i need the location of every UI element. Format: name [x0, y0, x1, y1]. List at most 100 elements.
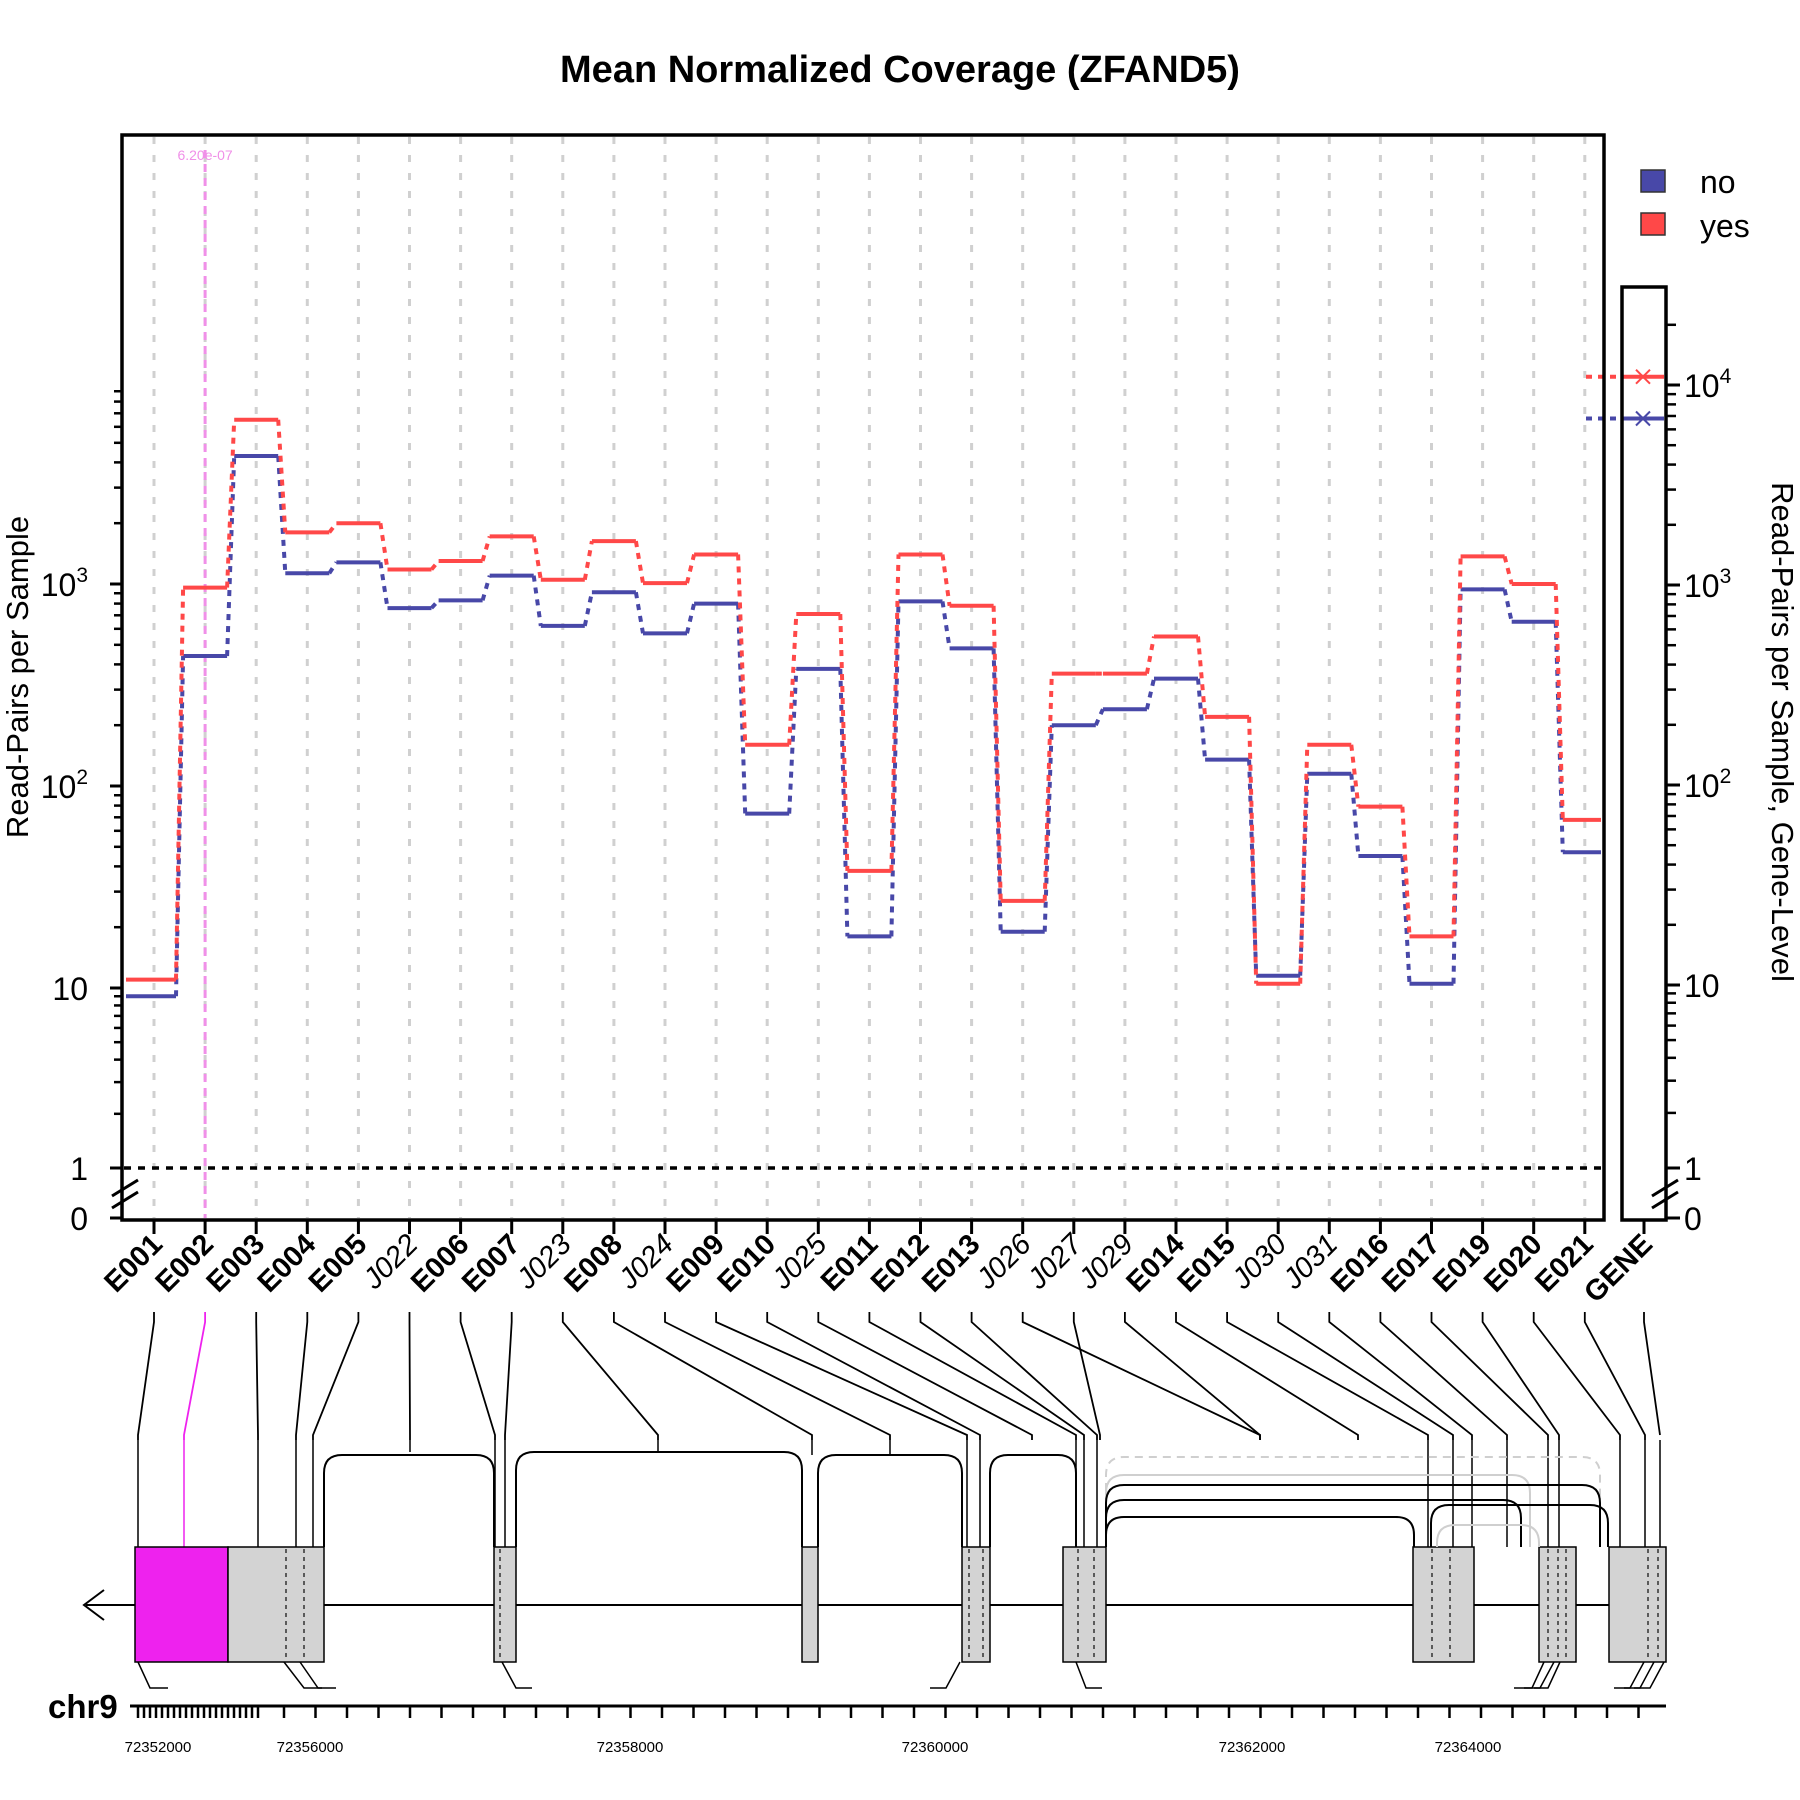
- series-yes-connector: [480, 535, 492, 562]
- exon-end-leader: [1614, 1661, 1645, 1689]
- y2-axis: 0 1 10 102 103 104: [1651, 323, 1732, 1237]
- exon-block-2: [227, 1546, 325, 1663]
- feature-label-e014: E014: [1120, 1228, 1191, 1299]
- exon-block-1: [134, 1546, 229, 1663]
- connector-e021: [1583, 1312, 1646, 1440]
- junction-arc-j032: [1430, 1504, 1609, 1547]
- series-yes-connector: [327, 521, 338, 534]
- series-yes-connector: [991, 605, 1003, 901]
- connector-e001: [137, 1312, 155, 1440]
- series-no-connector: [1502, 588, 1514, 623]
- series-yes-connector: [1553, 583, 1565, 820]
- series-yes-connector: [1144, 636, 1156, 675]
- connector-j026: [1021, 1312, 1261, 1440]
- series-no-connector: [838, 668, 850, 937]
- series-no-connector: [1042, 725, 1054, 932]
- connector-j029: [1124, 1312, 1261, 1440]
- junction-arc-j030: [1105, 1499, 1522, 1547]
- gene-level-no-marker: [1635, 410, 1651, 427]
- feature-label-e003: E003: [201, 1228, 272, 1299]
- series-no-connector: [225, 455, 237, 657]
- series-no-connector: [582, 591, 594, 627]
- feature-label-e001: E001: [98, 1228, 169, 1299]
- series-no-connector: [1093, 708, 1105, 727]
- series-yes-connector: [174, 587, 186, 980]
- pvalue-label: 6.20e-07: [177, 147, 232, 163]
- feature-label-j027: J027: [1021, 1227, 1090, 1296]
- gene-plot-frame: [1620, 285, 1668, 1222]
- y-axis-label: Read-Pairs per Sample: [0, 516, 35, 838]
- series-no-connector: [276, 455, 288, 574]
- exon-block-4: [801, 1546, 819, 1663]
- series-no-connector: [633, 591, 645, 634]
- y2-tick-label: 104: [1684, 365, 1732, 404]
- series-no-connector: [736, 603, 748, 814]
- series-yes-connector: [429, 559, 441, 571]
- feature-label-e016: E016: [1325, 1228, 1396, 1299]
- series-no-connector: [531, 575, 543, 627]
- connector-e007: [504, 1312, 513, 1440]
- series-yes: [126, 417, 1601, 986]
- connector-e016: [1379, 1312, 1508, 1440]
- genomic-tick-label: 72362000: [1219, 1739, 1286, 1756]
- series-no-connector: [1247, 759, 1259, 976]
- connector-j023: [561, 1312, 659, 1440]
- feature-label-e002: E002: [150, 1228, 221, 1299]
- series-yes-connector: [1042, 673, 1054, 901]
- series-yes-connector: [1502, 555, 1514, 585]
- series-yes-connector: [582, 540, 594, 581]
- connector-j031: [1328, 1312, 1473, 1440]
- genomic-tick-label: 72352000: [125, 1739, 192, 1756]
- y-tick-label: 0: [70, 1201, 88, 1237]
- connector-e008: [613, 1312, 813, 1440]
- y2-tick-label: 102: [1684, 765, 1731, 804]
- y2-tick-label: 103: [1684, 565, 1731, 604]
- exon-end-leader: [1514, 1661, 1545, 1689]
- series-no-connector: [327, 561, 339, 575]
- feature-label-e019: E019: [1427, 1228, 1498, 1299]
- connector-j022: [408, 1312, 411, 1440]
- connector-j030: [1277, 1312, 1454, 1440]
- connector-e015: [1226, 1312, 1429, 1440]
- grid-lines: 6.20e-07: [152, 137, 1587, 1218]
- feature-label-e004: E004: [252, 1228, 323, 1299]
- feature-label-e010: E010: [712, 1228, 783, 1299]
- exon-block-7: [1412, 1546, 1475, 1663]
- y-tick-label: 10: [52, 971, 88, 1007]
- feature-label-e009: E009: [661, 1228, 732, 1299]
- genomic-axis: chr9 72352000 72356000 72358000 72360000 7236…: [48, 1688, 1666, 1756]
- connector-e011: [868, 1312, 1077, 1440]
- series-no-connector: [940, 601, 952, 649]
- exon-end-leader: [137, 1661, 168, 1689]
- feature-label-j025: J025: [765, 1228, 833, 1296]
- exon-end-leader: [1624, 1661, 1655, 1689]
- series-yes-connector: [1451, 556, 1463, 937]
- feature-label-e012: E012: [865, 1228, 936, 1299]
- y2-tick-label: 0: [1684, 1201, 1702, 1237]
- series-yes-connector: [736, 554, 748, 745]
- series-yes-connector: [633, 540, 645, 584]
- junction-arc-j023: [515, 1451, 803, 1547]
- series-yes-connector: [276, 419, 288, 533]
- series-no-connector: [1196, 678, 1208, 760]
- connector-e010: [766, 1312, 981, 1440]
- junction-arc-j026: [1105, 1456, 1601, 1547]
- series-yes-connector: [787, 613, 799, 745]
- coverage-series: [126, 417, 1601, 999]
- junction-arc-j025: [989, 1454, 1077, 1547]
- legend-label-yes: yes: [1700, 208, 1750, 244]
- series-yes-connector: [889, 554, 901, 871]
- feature-label-e015: E015: [1172, 1228, 1243, 1299]
- feature-connectors: [137, 1312, 1661, 1547]
- connector-j024: [664, 1312, 891, 1440]
- connector-gene: [1643, 1312, 1661, 1436]
- series-yes-connector: [225, 419, 237, 588]
- exon-block-9: [1608, 1546, 1667, 1663]
- feature-label-j030: J030: [1225, 1228, 1293, 1296]
- y-tick-label: 103: [41, 564, 88, 603]
- gene-level-panel: [1586, 369, 1664, 427]
- legend-swatch-no: [1640, 169, 1666, 193]
- y-tick-label: 1: [70, 1151, 88, 1187]
- connector-e004: [295, 1312, 309, 1440]
- legend-swatch-yes: [1640, 212, 1666, 236]
